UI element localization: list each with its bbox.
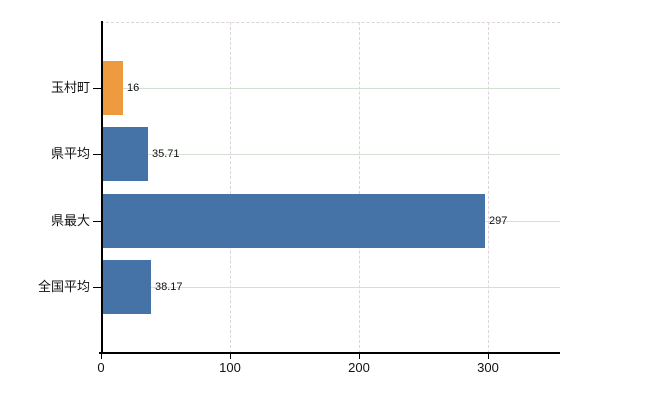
bar-value-label: 38.17 bbox=[155, 281, 183, 293]
bar bbox=[102, 61, 123, 115]
x-axis-line bbox=[99, 352, 560, 354]
bar bbox=[102, 127, 148, 181]
v-gridline bbox=[230, 22, 231, 353]
category-tick bbox=[93, 221, 101, 222]
category-label: 玉村町 bbox=[50, 80, 90, 95]
category-label: 県平均 bbox=[50, 146, 90, 161]
category-tick bbox=[93, 154, 101, 155]
h-gridline bbox=[101, 88, 560, 89]
bar bbox=[102, 260, 151, 314]
x-tick-label: 100 bbox=[219, 360, 241, 375]
x-tick bbox=[101, 354, 102, 359]
bar-value-label: 35.71 bbox=[152, 148, 180, 160]
x-tick bbox=[230, 354, 231, 359]
category-label: 全国平均 bbox=[37, 279, 90, 294]
y-axis-line bbox=[101, 21, 103, 353]
bar-value-label: 297 bbox=[489, 215, 508, 227]
h-gridline bbox=[101, 287, 560, 288]
v-gridline bbox=[488, 22, 489, 353]
x-tick-label: 0 bbox=[97, 360, 105, 375]
category-tick bbox=[93, 287, 101, 288]
bar bbox=[102, 194, 485, 248]
x-tick bbox=[488, 354, 489, 359]
h-gridline bbox=[101, 154, 560, 155]
x-tick-label: 300 bbox=[477, 360, 499, 375]
category-tick bbox=[93, 88, 101, 89]
plot-top-border bbox=[101, 22, 560, 23]
v-gridline bbox=[359, 22, 360, 353]
x-tick-label: 200 bbox=[348, 360, 370, 375]
x-tick bbox=[359, 354, 360, 359]
category-label: 県最大 bbox=[50, 213, 90, 228]
bar-value-label: 16 bbox=[127, 82, 140, 94]
